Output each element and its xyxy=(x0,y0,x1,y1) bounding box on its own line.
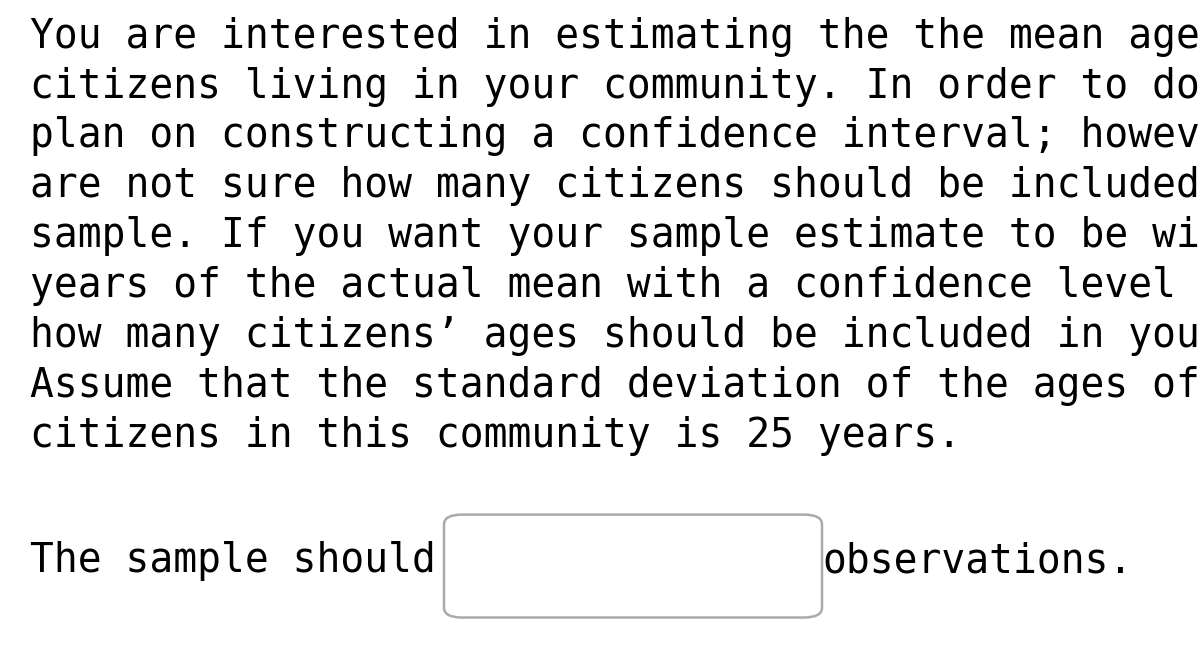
FancyBboxPatch shape xyxy=(444,515,822,618)
Text: The sample should have: The sample should have xyxy=(30,541,556,581)
Text: observations.: observations. xyxy=(822,541,1133,581)
Text: You are interested in estimating the the mean age of the
citizens living in your: You are interested in estimating the the… xyxy=(30,17,1200,456)
